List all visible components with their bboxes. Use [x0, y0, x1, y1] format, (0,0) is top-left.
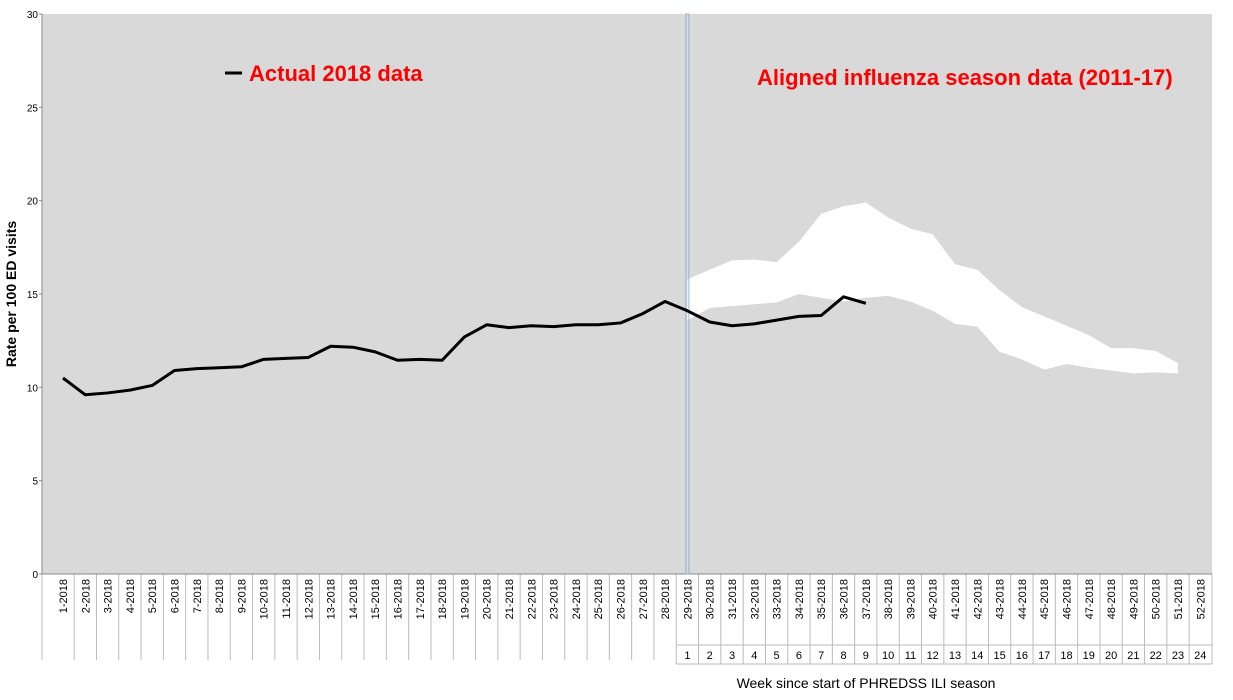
legend-label: Aligned influenza season data (2011-17) — [757, 65, 1173, 90]
x-tick-label: 38-2018 — [883, 579, 895, 619]
y-tick-label: 15 — [27, 290, 39, 301]
x-tick-label: 42-2018 — [972, 579, 984, 619]
y-tick-label: 25 — [27, 103, 39, 114]
x-tick-label: 35-2018 — [816, 579, 828, 619]
x-tick-label: 18-2018 — [437, 579, 449, 619]
x-tick-label: 41-2018 — [950, 579, 962, 619]
season-week-label: 11 — [905, 650, 916, 662]
x-tick-label: 32-2018 — [749, 579, 761, 619]
x-tick-label: 21-2018 — [504, 579, 516, 619]
x-tick-label: 14-2018 — [348, 579, 360, 619]
season-week-label: 21 — [1127, 650, 1139, 662]
x-tick-label: 25-2018 — [593, 579, 605, 619]
x-tick-label: 9-2018 — [236, 579, 248, 613]
x-tick-label: 23-2018 — [549, 579, 561, 619]
x-tick-label: 6-2018 — [170, 579, 182, 613]
x-tick-label: 20-2018 — [482, 579, 494, 619]
range-area — [687, 202, 1178, 374]
x-tick-label: 27-2018 — [638, 579, 650, 619]
season-week-label: 17 — [1038, 650, 1050, 662]
season-week-label: 3 — [729, 650, 735, 662]
season-week-label: 4 — [751, 650, 757, 662]
x-tick-label: 10-2018 — [259, 579, 271, 619]
season-week-label: 6 — [796, 650, 802, 662]
x-tick-label: 48-2018 — [1106, 579, 1118, 619]
x-tick-label: 43-2018 — [995, 579, 1007, 619]
x-tick-label: 19-2018 — [459, 579, 471, 619]
y-tick-label: 30 — [27, 10, 39, 21]
season-week-label: 2 — [707, 650, 713, 662]
season-week-label: 15 — [993, 650, 1005, 662]
x-tick-label: 33-2018 — [772, 579, 784, 619]
x-tick-label: 36-2018 — [839, 579, 851, 619]
season-week-label: 20 — [1105, 650, 1117, 662]
x-tick-label: 40-2018 — [928, 579, 940, 619]
x-axis-label: Week since start of PHREDSS ILI season — [737, 675, 996, 691]
season-week-label: 1 — [684, 650, 690, 662]
y-tick-label: 20 — [27, 197, 39, 208]
x-tick-label: 44-2018 — [1017, 579, 1029, 619]
season-week-label: 5 — [774, 650, 780, 662]
x-tick-label: 24-2018 — [571, 579, 583, 619]
line — [62, 295, 867, 397]
x-tick-label: 11-2018 — [281, 579, 293, 619]
x-tick-label: 52-2018 — [1195, 579, 1207, 619]
season-week-label: 24 — [1194, 650, 1206, 662]
season-week-label: 9 — [863, 650, 869, 662]
x-tick-label: 37-2018 — [861, 579, 873, 619]
season-week-label: 12 — [927, 650, 939, 662]
x-tick-label: 5-2018 — [147, 579, 159, 613]
y-tick-label: 5 — [32, 477, 38, 488]
x-tick-label: 46-2018 — [1062, 579, 1074, 619]
x-tick-label: 22-2018 — [526, 579, 538, 619]
x-tick-label: 16-2018 — [393, 579, 405, 619]
x-tick-label: 26-2018 — [616, 579, 628, 619]
x-tick-label: 12-2018 — [303, 579, 315, 619]
x-tick-label: 17-2018 — [415, 579, 427, 619]
x-tick-label: 50-2018 — [1151, 579, 1163, 619]
x-tick-label: 15-2018 — [370, 579, 382, 619]
plot-area — [42, 14, 1212, 574]
x-tick-label: 4-2018 — [125, 579, 137, 613]
x-tick-label: 45-2018 — [1039, 579, 1051, 619]
x-tick-label: 47-2018 — [1084, 579, 1096, 619]
season-week-label: 7 — [818, 650, 824, 662]
season-start-marker — [685, 13, 690, 575]
season-week-label: 23 — [1172, 650, 1184, 662]
x-tick-label: 30-2018 — [705, 579, 717, 619]
season-week-label: 22 — [1150, 650, 1162, 662]
legend-label: Actual 2018 data — [249, 61, 423, 86]
x-tick-label: 2-2018 — [80, 579, 92, 613]
x-tick-label: 31-2018 — [727, 579, 739, 619]
x-tick-label: 49-2018 — [1128, 579, 1140, 619]
x-tick-label: 28-2018 — [660, 579, 672, 619]
x-tick-label: 34-2018 — [794, 579, 806, 619]
x-tick-label: 7-2018 — [192, 579, 204, 613]
x-tick-label: 29-2018 — [682, 579, 694, 619]
y-axis-label: Rate per 100 ED visits — [3, 221, 19, 368]
x-tick-label: 13-2018 — [326, 579, 338, 619]
y-tick-label: 0 — [32, 570, 38, 581]
x-tick-label: 3-2018 — [103, 579, 115, 613]
season-week-label: 16 — [1016, 650, 1028, 662]
x-tick-label: 51-2018 — [1173, 579, 1185, 619]
season-week-label: 14 — [971, 650, 983, 662]
season-week-label: 8 — [840, 650, 846, 662]
x-tick-label: 39-2018 — [905, 579, 917, 619]
season-week-label: 10 — [882, 650, 894, 662]
x-tick-label: 8-2018 — [214, 579, 226, 613]
season-week-label: 19 — [1083, 650, 1095, 662]
season-week-label: 13 — [949, 650, 961, 662]
y-tick-label: 10 — [27, 383, 39, 394]
x-tick-label: 1-2018 — [58, 579, 70, 613]
season-week-label: 18 — [1060, 650, 1072, 662]
